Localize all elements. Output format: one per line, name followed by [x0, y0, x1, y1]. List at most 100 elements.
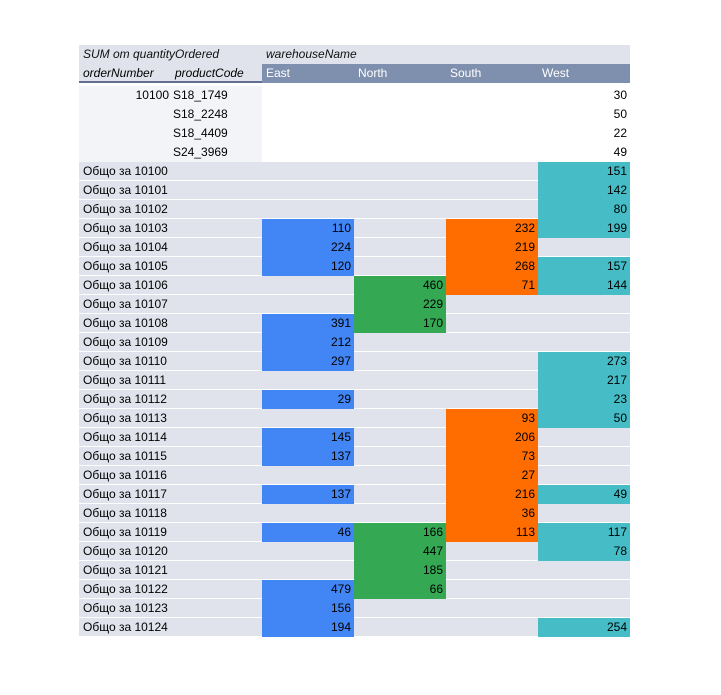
value-cell-south[interactable] [446, 86, 538, 105]
value-cell-north[interactable] [354, 143, 446, 162]
order-total-label[interactable]: Общо за 10110 [83, 354, 167, 368]
value-cell-east[interactable]: 46 [262, 523, 354, 542]
value-cell-north[interactable] [354, 333, 446, 352]
value-cell-south[interactable]: 93 [446, 409, 538, 428]
value-cell-west[interactable] [538, 580, 630, 599]
value-cell-north[interactable] [354, 200, 446, 219]
warehouse-header-north[interactable]: North [354, 64, 446, 83]
value-cell-north[interactable] [354, 409, 446, 428]
order-total-label[interactable]: Общо за 10103 [83, 221, 168, 235]
value-cell-east[interactable]: 212 [262, 333, 354, 352]
value-cell-east[interactable] [262, 371, 354, 390]
value-cell-north[interactable] [354, 390, 446, 409]
value-cell-west[interactable]: 157 [538, 257, 630, 276]
value-cell-west[interactable]: 49 [538, 485, 630, 504]
value-cell-south[interactable] [446, 618, 538, 637]
value-cell-east[interactable]: 156 [262, 599, 354, 618]
value-cell-north[interactable] [354, 238, 446, 257]
value-cell-south[interactable] [446, 162, 538, 181]
order-total-label[interactable]: Общо за 10116 [83, 468, 167, 482]
value-cell-west[interactable] [538, 314, 630, 333]
order-total-label[interactable]: Общо за 10119 [83, 525, 167, 539]
value-cell-west[interactable]: 217 [538, 371, 630, 390]
order-total-label[interactable]: Общо за 10112 [83, 392, 167, 406]
order-total-label[interactable]: Общо за 10115 [83, 449, 167, 463]
value-cell-south[interactable]: 206 [446, 428, 538, 447]
value-cell-south[interactable] [446, 200, 538, 219]
value-cell-north[interactable] [354, 352, 446, 371]
value-cell-east[interactable] [262, 86, 354, 105]
value-cell-south[interactable] [446, 314, 538, 333]
value-cell-south[interactable] [446, 542, 538, 561]
order-number-cell[interactable] [79, 143, 171, 162]
order-total-label[interactable]: Общо за 10120 [83, 544, 168, 558]
value-cell-west[interactable]: 23 [538, 390, 630, 409]
value-cell-north[interactable] [354, 86, 446, 105]
value-cell-south[interactable] [446, 371, 538, 390]
order-total-label[interactable]: Общо за 10118 [83, 506, 167, 520]
value-cell-north[interactable] [354, 618, 446, 637]
value-cell-east[interactable]: 224 [262, 238, 354, 257]
order-total-label[interactable]: Общо за 10100 [83, 164, 168, 178]
value-cell-east[interactable] [262, 504, 354, 523]
value-cell-east[interactable]: 137 [262, 447, 354, 466]
value-cell-south[interactable]: 71 [446, 276, 538, 295]
value-cell-east[interactable]: 120 [262, 257, 354, 276]
order-number-cell[interactable]: 10100 [79, 86, 171, 105]
value-cell-south[interactable]: 268 [446, 257, 538, 276]
value-cell-south[interactable] [446, 561, 538, 580]
value-cell-west[interactable] [538, 238, 630, 257]
value-cell-north[interactable] [354, 257, 446, 276]
value-cell-west[interactable]: 144 [538, 276, 630, 295]
columns-field-label[interactable]: warehouseName [266, 47, 357, 61]
value-cell-north[interactable] [354, 485, 446, 504]
order-total-label[interactable]: Общо за 10114 [83, 430, 167, 444]
value-cell-east[interactable]: 479 [262, 580, 354, 599]
value-cell-north[interactable] [354, 124, 446, 143]
product-code-cell[interactable]: S24_3969 [171, 143, 262, 162]
value-cell-east[interactable] [262, 124, 354, 143]
value-cell-west[interactable] [538, 561, 630, 580]
value-cell-east[interactable] [262, 561, 354, 580]
value-cell-west[interactable] [538, 428, 630, 447]
row-field-order-number[interactable]: orderNumber [83, 66, 154, 80]
row-field-product-code[interactable]: productCode [175, 66, 244, 80]
value-cell-north[interactable]: 166 [354, 523, 446, 542]
value-cell-east[interactable] [262, 276, 354, 295]
product-code-cell[interactable]: S18_1749 [171, 86, 262, 105]
value-cell-west[interactable]: 254 [538, 618, 630, 637]
order-total-label[interactable]: Общо за 10117 [83, 487, 167, 501]
value-cell-west[interactable] [538, 504, 630, 523]
values-field-label[interactable]: SUM от quantityOrdered [83, 47, 220, 61]
product-code-cell[interactable]: S18_2248 [171, 105, 262, 124]
order-total-label[interactable]: Общо за 10121 [83, 563, 168, 577]
value-cell-east[interactable] [262, 200, 354, 219]
value-cell-east[interactable]: 145 [262, 428, 354, 447]
value-cell-north[interactable] [354, 181, 446, 200]
order-total-label[interactable]: Общо за 10107 [83, 297, 168, 311]
value-cell-south[interactable]: 27 [446, 466, 538, 485]
value-cell-east[interactable]: 391 [262, 314, 354, 333]
value-cell-west[interactable] [538, 599, 630, 618]
value-cell-south[interactable] [446, 580, 538, 599]
order-total-label[interactable]: Общо за 10105 [83, 259, 168, 273]
value-cell-south[interactable] [446, 333, 538, 352]
value-cell-east[interactable]: 29 [262, 390, 354, 409]
value-cell-west[interactable]: 50 [538, 105, 630, 124]
order-total-label[interactable]: Общо за 10124 [83, 620, 168, 634]
value-cell-south[interactable] [446, 295, 538, 314]
order-number-cell[interactable] [79, 105, 171, 124]
value-cell-west[interactable]: 117 [538, 523, 630, 542]
order-total-label[interactable]: Общо за 10111 [83, 373, 167, 387]
value-cell-north[interactable]: 447 [354, 542, 446, 561]
value-cell-west[interactable]: 142 [538, 181, 630, 200]
value-cell-south[interactable]: 216 [446, 485, 538, 504]
value-cell-south[interactable]: 219 [446, 238, 538, 257]
value-cell-west[interactable] [538, 466, 630, 485]
value-cell-west[interactable] [538, 333, 630, 352]
value-cell-north[interactable] [354, 371, 446, 390]
value-cell-east[interactable] [262, 143, 354, 162]
value-cell-south[interactable] [446, 352, 538, 371]
value-cell-south[interactable]: 36 [446, 504, 538, 523]
value-cell-east[interactable]: 297 [262, 352, 354, 371]
